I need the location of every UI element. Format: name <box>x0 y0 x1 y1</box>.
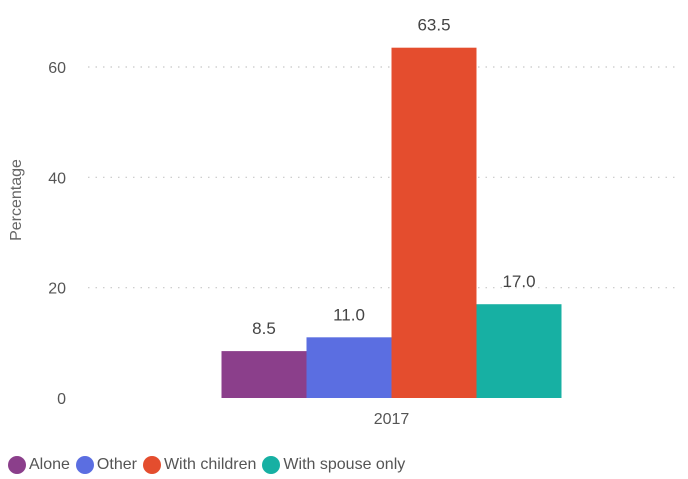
data-label: 17.0 <box>502 272 535 291</box>
legend-swatch <box>8 456 26 474</box>
x-axis-ticks: 2017 <box>374 411 410 428</box>
legend-item-other[interactable]: Other <box>75 456 137 474</box>
legend-label: Alone <box>29 456 70 473</box>
data-label: 11.0 <box>333 305 365 324</box>
y-axis-title: Percentage <box>8 159 25 241</box>
bar-other <box>306 337 392 398</box>
bar-with-spouse-only <box>476 304 562 398</box>
y-tick-label: 60 <box>48 60 66 77</box>
bars <box>221 47 562 399</box>
legend-label: Other <box>96 456 137 473</box>
legend-label: With children <box>163 456 257 473</box>
data-label: 63.5 <box>417 16 450 35</box>
bar-alone <box>221 351 307 398</box>
y-tick-label: 20 <box>48 281 66 298</box>
data-label: 8.5 <box>252 319 276 338</box>
gridlines <box>88 66 675 289</box>
legend-item-with-spouse-only[interactable]: With spouse only <box>262 456 405 474</box>
y-axis-ticks: 0 20 40 60 <box>48 60 66 408</box>
y-tick-label: 40 <box>48 170 66 187</box>
legend-swatch <box>75 456 94 474</box>
legend-label: With spouse only <box>283 456 406 473</box>
legend-item-alone[interactable]: Alone <box>8 456 70 474</box>
data-labels: 8.5 11.0 63.5 17.0 <box>252 16 535 338</box>
bar-with-children <box>391 47 477 399</box>
y-tick-label: 0 <box>57 391 66 408</box>
legend-swatch <box>262 456 281 474</box>
legend-item-with-children[interactable]: With children <box>142 456 257 474</box>
x-tick-label: 2017 <box>374 411 410 428</box>
legend: Alone Other With children With spouse only <box>8 456 411 474</box>
legend-swatch <box>142 456 161 474</box>
